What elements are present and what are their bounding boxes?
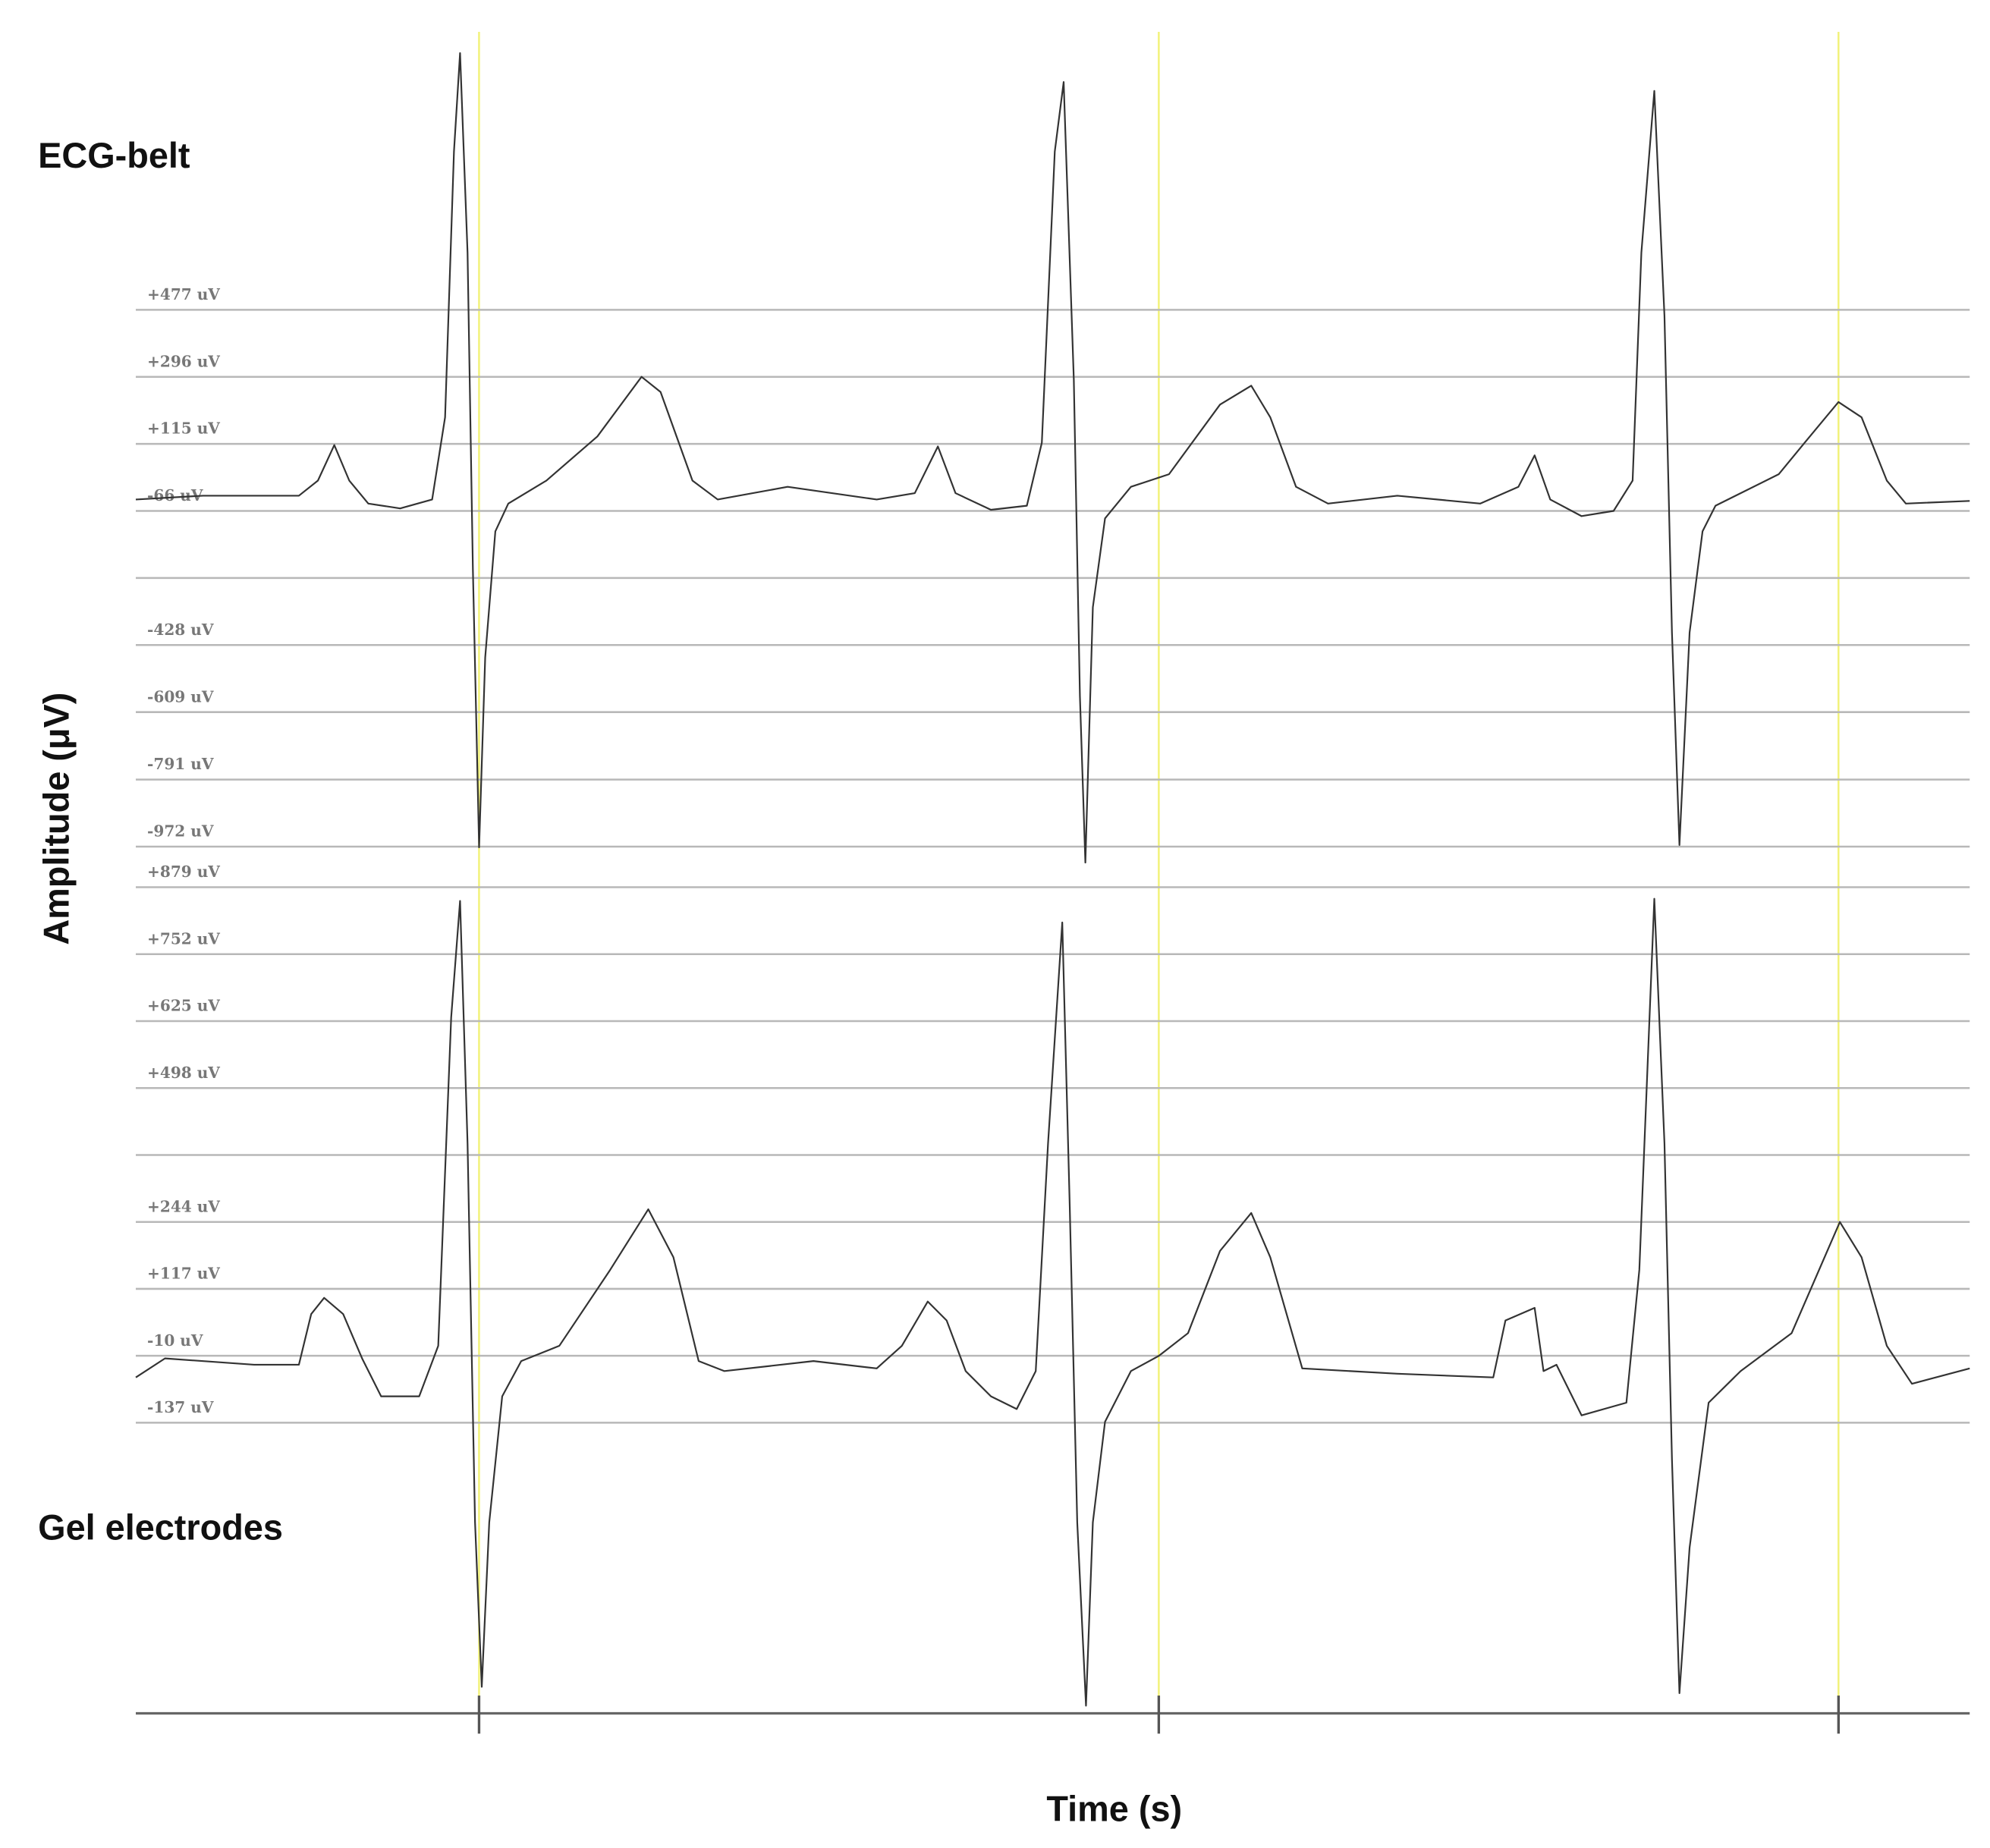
y-tick-label: +879 uV bbox=[147, 863, 220, 881]
y-tick-label: +244 uV bbox=[147, 1197, 220, 1215]
y-tick-label: +625 uV bbox=[147, 997, 220, 1015]
x-axis-label: Time (s) bbox=[1046, 1790, 1182, 1829]
y-tick-label: -609 uV bbox=[147, 687, 214, 706]
trace bbox=[135, 897, 1970, 1707]
y-tick-label: -10 uV bbox=[147, 1331, 203, 1350]
y-tick-label: -791 uV bbox=[147, 755, 214, 773]
y-tick-label: -972 uV bbox=[147, 822, 214, 841]
y-tick-label: +117 uV bbox=[147, 1265, 220, 1283]
panel-title: Gel electrodes bbox=[38, 1507, 283, 1547]
y-tick-label: +477 uV bbox=[147, 285, 220, 303]
y-tick-label: +296 uV bbox=[147, 352, 220, 370]
y-tick-label: +498 uV bbox=[147, 1064, 220, 1082]
y-tick-label: +752 uV bbox=[147, 929, 220, 948]
y-tick-label: -428 uV bbox=[147, 621, 214, 639]
y-tick-label: +115 uV bbox=[147, 420, 220, 438]
trace bbox=[135, 52, 1970, 864]
y-axis-label: Amplitude (μV) bbox=[36, 693, 76, 945]
y-tick-label: -137 uV bbox=[147, 1398, 214, 1416]
panel-title: ECG-belt bbox=[38, 136, 190, 175]
